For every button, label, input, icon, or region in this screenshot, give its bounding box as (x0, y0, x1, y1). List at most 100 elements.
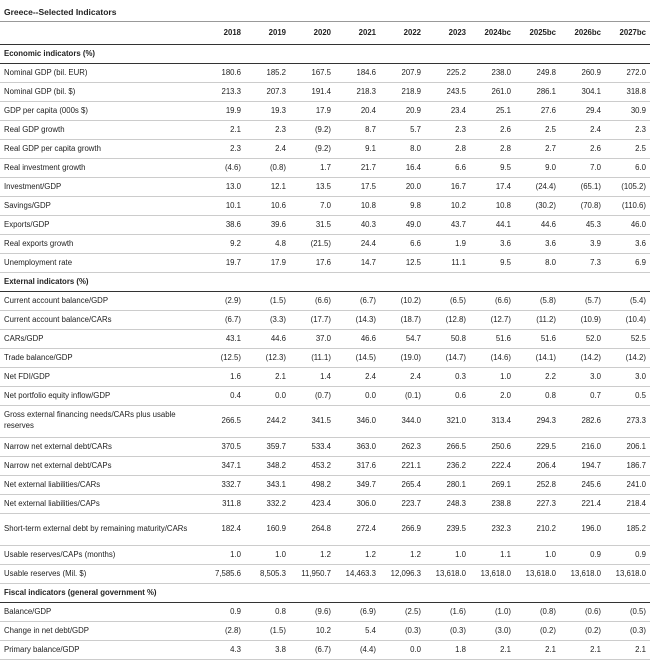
cell-value: 51.6 (470, 329, 515, 349)
cell-value: 24.4 (335, 234, 380, 254)
cell-value: 1.0 (425, 545, 470, 565)
cell-value: 19.3 (245, 101, 290, 121)
cell-value: 332.7 (200, 475, 245, 495)
cell-value: 2.4 (560, 120, 605, 140)
row-label: Real exports growth (0, 234, 200, 254)
cell-value: 19.9 (200, 101, 245, 121)
cell-value: (0.5) (605, 602, 650, 622)
cell-value: 185.2 (605, 513, 650, 546)
column-header: 2018 (200, 22, 245, 45)
cell-value: (0.3) (425, 621, 470, 641)
cell-value: 318.8 (605, 82, 650, 102)
data-row: Narrow net external debt/CAPs 347.1 348.2 4… (0, 456, 650, 476)
cell-value: 1.4 (290, 367, 335, 387)
cell-value: 1.7 (290, 158, 335, 178)
data-row: Usable reserves (Mil. $) 7,585.6 8,505.3 11… (0, 564, 650, 584)
data-row: Net external liabilities/CAPs 311.8 332.2 4… (0, 494, 650, 514)
cell-value: 1.2 (380, 545, 425, 565)
row-label: Net external liabilities/CAPs (0, 494, 200, 514)
cell-value: 2.3 (200, 139, 245, 159)
cell-value: 21.7 (335, 158, 380, 178)
cell-value: 182.4 (200, 513, 245, 546)
cell-value: (14.5) (335, 348, 380, 368)
cell-value: 264.8 (290, 513, 335, 546)
cell-value: 1.0 (470, 367, 515, 387)
cell-value: (14.2) (605, 348, 650, 368)
row-label: Trade balance/GDP (0, 348, 200, 368)
cell-value: 7.0 (290, 196, 335, 216)
cell-value: 52.5 (605, 329, 650, 349)
cell-value: (5.8) (515, 291, 560, 311)
cell-value: 12,096.3 (380, 564, 425, 584)
data-row: Nominal GDP (bil. $) 213.3 207.3 191.4 218.3… (0, 82, 650, 102)
cell-value: 229.5 (515, 437, 560, 457)
cell-value: 43.7 (425, 215, 470, 235)
cell-value: 207.3 (245, 82, 290, 102)
cell-value: 533.4 (290, 437, 335, 457)
row-label: Current account balance/CARs (0, 310, 200, 330)
cell-value: 49.0 (380, 215, 425, 235)
cell-value: 54.7 (380, 329, 425, 349)
column-header: 2025bc (515, 22, 560, 45)
cell-value: 1.8 (425, 640, 470, 660)
cell-value: 25.1 (470, 101, 515, 121)
cell-value: 206.1 (605, 437, 650, 457)
data-row: Nominal GDP (bil. EUR) 180.6 185.2 167.5 184… (0, 63, 650, 83)
cell-value: (12.5) (200, 348, 245, 368)
cell-value: 185.2 (245, 63, 290, 83)
cell-value: 12.5 (380, 253, 425, 273)
cell-value: (14.1) (515, 348, 560, 368)
cell-value: 180.6 (200, 63, 245, 83)
cell-value: 19.7 (200, 253, 245, 273)
cell-value: 2.3 (425, 120, 470, 140)
cell-value: 294.3 (515, 405, 560, 438)
cell-value: 1.6 (200, 367, 245, 387)
cell-value: (10.9) (560, 310, 605, 330)
cell-value: 249.8 (515, 63, 560, 83)
cell-value: 453.2 (290, 456, 335, 476)
cell-value: 265.4 (380, 475, 425, 495)
cell-value: 3.6 (470, 234, 515, 254)
cell-value: 6.6 (425, 158, 470, 178)
cell-value: 238.0 (470, 63, 515, 83)
cell-value: 43.1 (200, 329, 245, 349)
cell-value: 498.2 (290, 475, 335, 495)
cell-value: (12.3) (245, 348, 290, 368)
cell-value: (5.4) (605, 291, 650, 311)
cell-value: 17.9 (245, 253, 290, 273)
cell-value: 10.1 (200, 196, 245, 216)
cell-value: 218.3 (335, 82, 380, 102)
cell-value: 243.5 (425, 82, 470, 102)
cell-value: 232.3 (470, 513, 515, 546)
cell-value: 1.9 (425, 234, 470, 254)
row-label: Investment/GDP (0, 177, 200, 197)
cell-value: 9.5 (470, 253, 515, 273)
cell-value: 344.0 (380, 405, 425, 438)
cell-value: 1.2 (290, 545, 335, 565)
cell-value: 0.3 (425, 367, 470, 387)
cell-value: 0.7 (560, 386, 605, 406)
header-blank (0, 22, 200, 45)
cell-value: 221.4 (560, 494, 605, 514)
cell-value: 343.1 (245, 475, 290, 495)
cell-value: 13.0 (200, 177, 245, 197)
cell-value: 2.6 (470, 120, 515, 140)
column-header: 2019 (245, 22, 290, 45)
cell-value: (14.7) (425, 348, 470, 368)
cell-value: 2.1 (605, 640, 650, 660)
cell-value: 2.0 (470, 386, 515, 406)
cell-value: (19.0) (380, 348, 425, 368)
row-label: Gross external financing needs/CARs plus… (0, 405, 200, 438)
cell-value: 10.8 (335, 196, 380, 216)
cell-value: 30.9 (605, 101, 650, 121)
data-row: Change in net debt/GDP (2.8) (1.5) 10.2 5.4(… (0, 621, 650, 641)
cell-value: 40.3 (335, 215, 380, 235)
cell-value: 218.9 (380, 82, 425, 102)
cell-value: (6.6) (470, 291, 515, 311)
cell-value: 1.0 (245, 545, 290, 565)
data-row: Usable reserves/CAPs (months) 1.0 1.0 1.2 1.… (0, 545, 650, 565)
cell-value: 45.3 (560, 215, 605, 235)
cell-value: 44.6 (245, 329, 290, 349)
cell-value: 37.0 (290, 329, 335, 349)
